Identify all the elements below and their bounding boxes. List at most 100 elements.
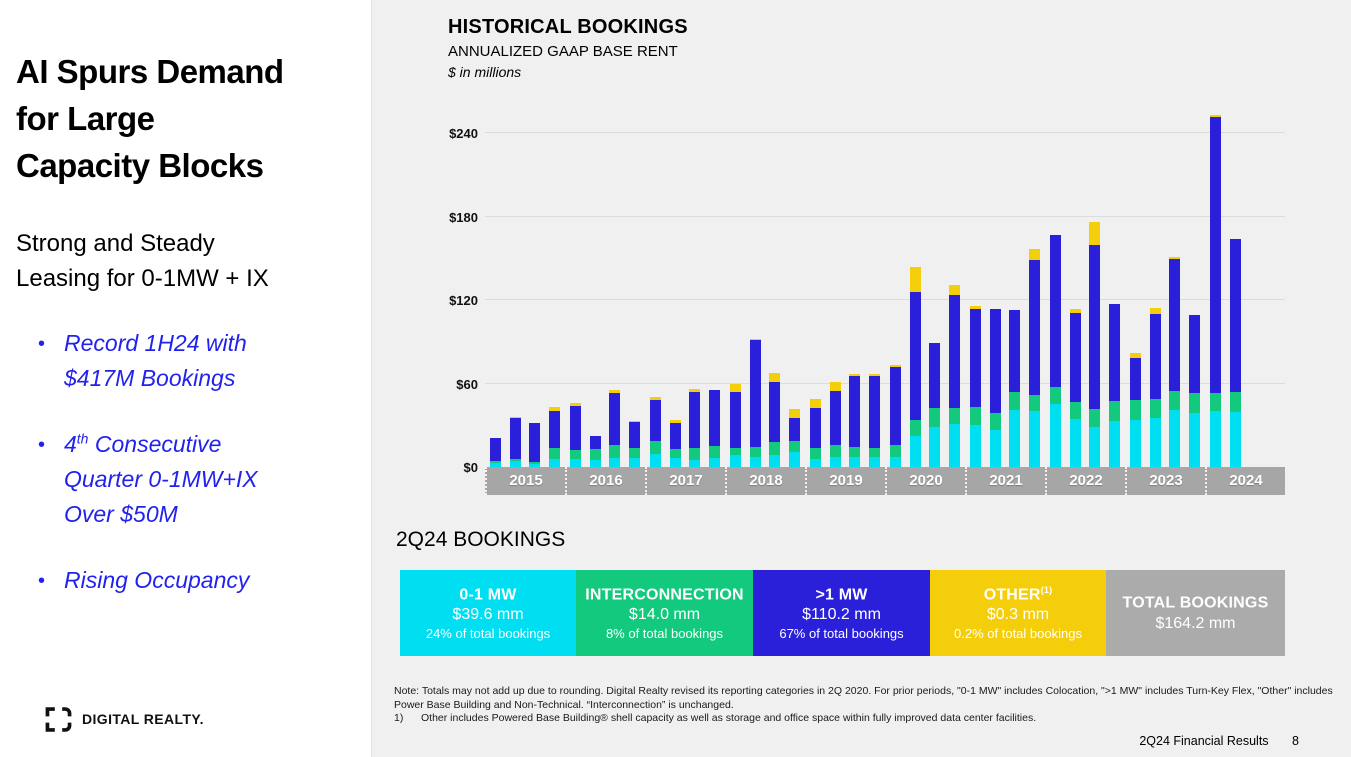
bullet-4th-consecutive: • 4th Consecutive Quarter 0-1MW+IX Over $… — [38, 427, 358, 532]
segment--1-mw-2Q19 — [829, 391, 841, 445]
segment-interconnection-2Q24 — [1229, 392, 1241, 412]
x-axis-year-band: 2015 2016 2017 2018 2019 2020 2021 2022 2023 2024 — [485, 467, 1285, 495]
segment-interconnection-3Q18 — [769, 441, 781, 456]
bar-2Q19 — [829, 382, 841, 467]
bullet-record-1h24: • Record 1H24 with $417M Bookings — [38, 326, 358, 396]
segment-interconnection-3Q16 — [609, 444, 621, 458]
block-total-bookings: TOTAL BOOKINGS $164.2 mm — [1106, 570, 1285, 656]
bar-4Q15 — [549, 407, 561, 467]
segment-0-1-mw-3Q19 — [849, 457, 861, 467]
bar-2Q23 — [1149, 308, 1161, 467]
segment-0-1-mw-4Q15 — [549, 458, 561, 467]
segment--1-mw-3Q17 — [689, 391, 701, 448]
segment-0-1-mw-1Q21 — [970, 424, 981, 467]
segment-other-1Q19 — [810, 398, 821, 408]
segment--1-mw-1Q24 — [1210, 117, 1221, 394]
segment--1-mw-3Q23 — [1169, 258, 1181, 392]
segment-0-1-mw-4Q21 — [1029, 411, 1041, 467]
segment-0-1-mw-4Q23 — [1189, 413, 1201, 467]
segment--1-mw-4Q17 — [709, 390, 721, 447]
segment--1-mw-1Q22 — [1050, 235, 1061, 387]
segment-0-1-mw-2Q17 — [669, 457, 681, 467]
segment-0-1-mw-3Q22 — [1089, 426, 1101, 467]
gridline-240 — [485, 132, 1285, 133]
bar-1Q22 — [1050, 235, 1061, 467]
segment-0-1-mw-4Q19 — [869, 456, 881, 467]
segment-0-1-mw-1Q16 — [570, 459, 581, 467]
segment--1-mw-3Q18 — [769, 382, 781, 442]
segment-interconnection-3Q22 — [1089, 408, 1101, 427]
segment-interconnection-3Q20 — [929, 407, 941, 427]
bar-2Q20 — [909, 267, 921, 467]
segment-other-3Q22 — [1089, 222, 1101, 246]
segment-other-1Q16 — [570, 403, 581, 406]
segment--1-mw-4Q23 — [1189, 315, 1201, 393]
block-other: OTHER(1) $0.3 mm 0.2% of total bookings — [930, 570, 1106, 656]
bar-2Q18 — [749, 338, 761, 467]
bar-1Q18 — [730, 383, 741, 467]
segment-other-1Q17 — [650, 397, 661, 400]
segment-interconnection-1Q22 — [1050, 387, 1061, 404]
bar-3Q15 — [529, 422, 541, 467]
segment-0-1-mw-4Q17 — [709, 457, 721, 467]
segment-interconnection-4Q22 — [1109, 400, 1121, 422]
segment-interconnection-1Q16 — [570, 449, 581, 460]
segment--1-mw-2Q18 — [749, 340, 761, 447]
segment--1-mw-1Q15 — [490, 438, 501, 461]
segment-other-2Q19 — [829, 382, 841, 392]
bar-1Q24 — [1210, 115, 1221, 467]
year-label-2016: 2016 — [565, 467, 645, 495]
year-label-2023: 2023 — [1125, 467, 1205, 495]
segment-other-3Q16 — [609, 390, 621, 394]
segment-interconnection-3Q23 — [1169, 391, 1181, 410]
segment--1-mw-2Q15 — [509, 417, 521, 460]
segment-interconnection-4Q15 — [549, 448, 561, 459]
y-axis: $0 $60 $120 $180 $240 — [428, 115, 478, 475]
segment-interconnection-4Q18 — [789, 441, 801, 453]
segment--1-mw-1Q21 — [970, 309, 981, 408]
segment-0-1-mw-2Q19 — [829, 457, 841, 467]
segment-interconnection-1Q19 — [810, 447, 821, 460]
year-label-2024: 2024 — [1205, 467, 1285, 495]
page-number: 8 — [1292, 734, 1299, 748]
logo-wordmark: DIGITAL REALTY. — [82, 711, 204, 727]
segment--1-mw-2Q21 — [989, 309, 1001, 413]
bar-2Q17 — [669, 419, 681, 467]
segment-0-1-mw-1Q15 — [490, 462, 501, 467]
segment-0-1-mw-3Q17 — [689, 460, 701, 467]
brackets-logo-icon — [45, 706, 72, 732]
note-text: Note: Totals may not add up due to round… — [394, 685, 1333, 711]
segment-other-2Q17 — [669, 419, 681, 423]
footer-label: 2Q24 Financial Results — [1139, 734, 1269, 748]
bar-3Q22 — [1089, 222, 1101, 467]
segment-interconnection-2Q18 — [749, 446, 761, 458]
bullet-list: • Record 1H24 with $417M Bookings • 4th Co… — [38, 326, 358, 629]
segment-0-1-mw-1Q18 — [730, 455, 741, 467]
bar-4Q16 — [629, 421, 641, 467]
segment-other-3Q19 — [849, 374, 861, 376]
plot-area — [485, 115, 1285, 467]
segment-interconnection-4Q19 — [869, 448, 881, 457]
segment-other-4Q19 — [869, 373, 881, 376]
segment-0-1-mw-2Q22 — [1069, 419, 1081, 467]
segment-interconnection-2Q16 — [589, 448, 601, 461]
segment-other-4Q21 — [1029, 248, 1041, 261]
chart-subtitle: ANNUALIZED GAAP BASE RENT — [448, 43, 678, 60]
year-label-2020: 2020 — [885, 467, 965, 495]
segment--1-mw-4Q16 — [629, 422, 641, 448]
bar-1Q23 — [1130, 352, 1141, 467]
chart-units-label: $ in millions — [448, 64, 522, 80]
segment-0-1-mw-1Q17 — [650, 454, 661, 467]
segment-0-1-mw-3Q20 — [929, 426, 941, 467]
segment-0-1-mw-2Q15 — [509, 461, 521, 467]
segment-0-1-mw-1Q24 — [1210, 411, 1221, 467]
bar-3Q17 — [689, 389, 701, 467]
bar-1Q21 — [970, 305, 981, 467]
year-label-2015: 2015 — [485, 467, 565, 495]
segment-other-2Q15 — [509, 416, 521, 418]
segment--1-mw-3Q20 — [929, 343, 941, 408]
segment--1-mw-2Q17 — [669, 422, 681, 449]
bar-4Q21 — [1029, 248, 1041, 467]
bar-2Q21 — [989, 309, 1001, 467]
segment-other-4Q15 — [549, 407, 561, 411]
